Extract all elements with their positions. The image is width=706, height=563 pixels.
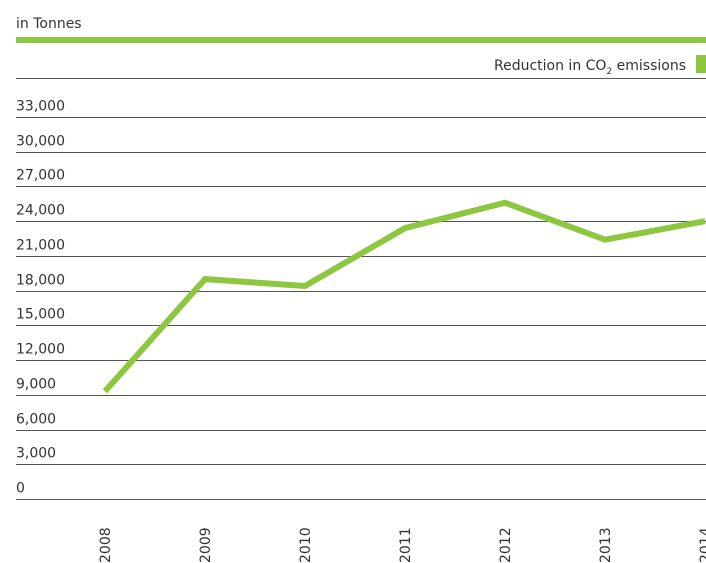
y-tick-label-6: 15,000	[16, 307, 65, 323]
header-accent-bar	[16, 37, 706, 43]
grid	[16, 117, 706, 500]
y-tick-labels: 33,000 30,000 27,000 24,000 21,000 18,000 15,0…	[16, 99, 65, 497]
y-tick-label-9: 6,000	[16, 412, 56, 428]
x-tick-label-2009: 2009	[198, 527, 214, 563]
x-tick-label-2014: 2014	[698, 527, 706, 563]
y-tick-label-2: 27,000	[16, 168, 65, 184]
x-tick-labels: 2008 2009 2010 2011 2012 2013 2014	[98, 527, 706, 563]
legend-swatch	[696, 55, 706, 73]
y-tick-label-0: 33,000	[16, 99, 65, 115]
x-tick-label-2012: 2012	[498, 527, 514, 563]
series-line	[102, 199, 706, 394]
y-tick-label-3: 24,000	[16, 203, 65, 219]
y-tick-label-7: 12,000	[16, 342, 65, 358]
y-tick-label-1: 30,000	[16, 134, 65, 150]
legend: Reduction in CO2 emissions	[494, 55, 706, 77]
legend-label-tail: emissions	[612, 58, 686, 74]
x-tick-label-2010: 2010	[298, 527, 314, 563]
x-tick-label-2008: 2008	[98, 527, 114, 563]
y-tick-label-10: 3,000	[16, 446, 56, 462]
y-tick-label-4: 21,000	[16, 238, 65, 254]
y-tick-label-11: 0	[16, 481, 25, 497]
legend-label-main: Reduction in CO	[494, 58, 606, 74]
legend-label: Reduction in CO2 emissions	[494, 58, 686, 77]
y-tick-label-5: 18,000	[16, 273, 65, 289]
legend-label-subscript: 2	[606, 67, 612, 77]
unit-label: in Tonnes	[16, 16, 82, 32]
x-tick-label-2011: 2011	[398, 527, 414, 563]
y-tick-label-8: 9,000	[16, 377, 56, 393]
x-tick-label-2013: 2013	[598, 527, 614, 563]
